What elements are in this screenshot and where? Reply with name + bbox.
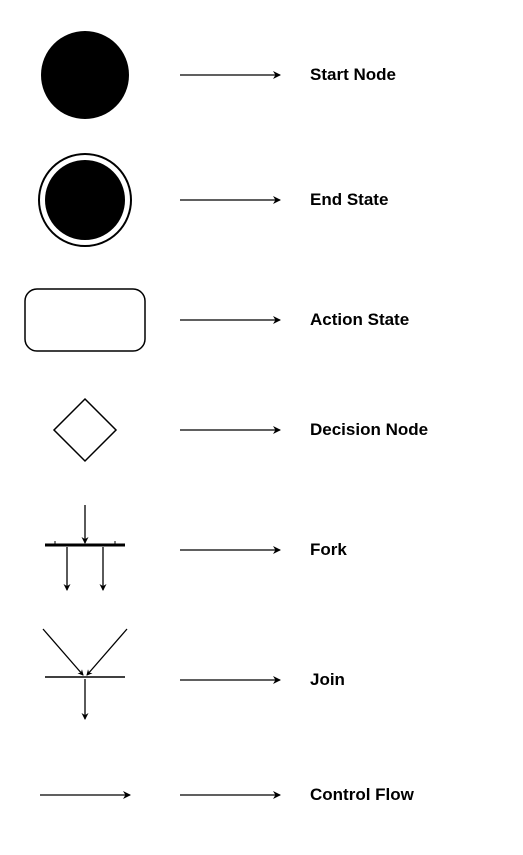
fork-symbol — [0, 495, 170, 605]
start-node-symbol — [0, 20, 170, 130]
join-label: Join — [300, 670, 523, 690]
end-state-label: End State — [300, 190, 523, 210]
connector-arrow-icon — [170, 785, 300, 805]
legend-row-control-flow: Control Flow — [0, 765, 523, 825]
connector-arrow-icon — [170, 190, 300, 210]
connector-arrow-icon — [170, 670, 300, 690]
decision-node-label: Decision Node — [300, 420, 523, 440]
start-node-label: Start Node — [300, 65, 523, 85]
action-state-symbol — [0, 275, 170, 365]
connector-arrow-icon — [170, 420, 300, 440]
legend-row-start-node: Start Node — [0, 20, 523, 130]
connector-arrow-icon — [170, 310, 300, 330]
end-state-symbol — [0, 145, 170, 255]
connector-arrow-icon — [170, 540, 300, 560]
legend-row-join: Join — [0, 625, 523, 735]
control-flow-symbol — [0, 765, 170, 825]
connector-arrow-icon — [170, 65, 300, 85]
control-flow-label: Control Flow — [300, 785, 523, 805]
legend-row-action-state: Action State — [0, 275, 523, 365]
legend-row-end-state: End State — [0, 145, 523, 255]
fork-label: Fork — [300, 540, 523, 560]
action-state-label: Action State — [300, 310, 523, 330]
legend-container: Start Node End State Action State Decision … — [0, 0, 523, 851]
join-symbol — [0, 625, 170, 735]
legend-row-fork: Fork — [0, 495, 523, 605]
decision-node-symbol — [0, 385, 170, 475]
legend-row-decision-node: Decision Node — [0, 385, 523, 475]
